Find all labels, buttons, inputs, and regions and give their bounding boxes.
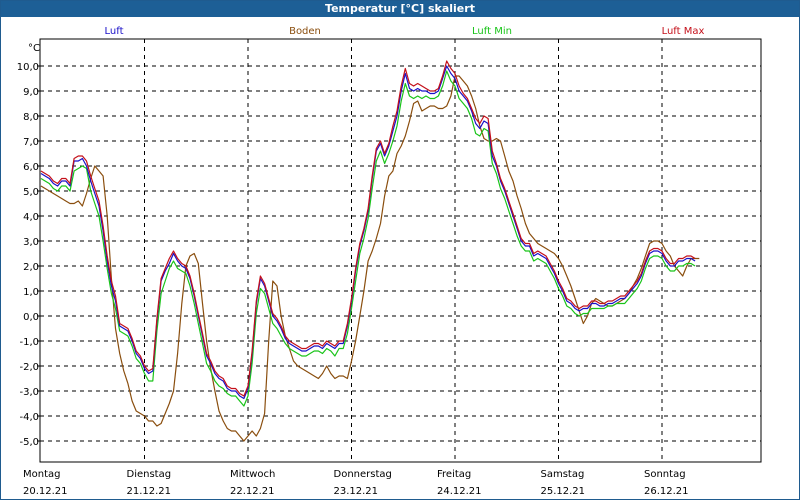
y-tick-label: -1,0 [19, 337, 39, 348]
x-tick-day: Mittwoch [230, 469, 275, 480]
x-tick-date: 22.12.21 [230, 486, 275, 497]
y-tick-label: 10,0 [17, 62, 39, 73]
y-tick-label: -4,0 [19, 412, 39, 423]
y-tick-label: 7,0 [23, 137, 39, 148]
series-line-luft-min [40, 70, 696, 407]
x-tick-date: 20.12.21 [23, 486, 68, 497]
axis-ticks: 10,0 9,0 8,0 7,0 6,0 5,0 4,0 3,0 2,0 1,0 0,0 -1,0 -2… [17, 62, 689, 497]
legend-entry: Boden [289, 26, 321, 37]
y-tick-label: -2,0 [19, 362, 39, 373]
y-axis-label: °C [28, 43, 40, 54]
series-line-luft-max [40, 60, 696, 397]
x-tick-date: 25.12.21 [541, 486, 586, 497]
x-tick-date: 26.12.21 [644, 486, 689, 497]
chart-title: Temperatur [°C] skaliert [1, 1, 799, 17]
x-tick-date: 21.12.21 [127, 486, 172, 497]
legend-entry: Luft Min [472, 26, 512, 37]
legend: Luft Boden Luft Min Luft Max [105, 26, 705, 37]
x-tick-day: Donnerstag [334, 469, 392, 480]
x-tick-date: 23.12.21 [334, 486, 379, 497]
y-tick-label: 5,0 [23, 187, 39, 198]
x-tick-day: Sonntag [644, 469, 686, 480]
y-tick-label: 6,0 [23, 162, 39, 173]
y-tick-label: 0,0 [23, 312, 39, 323]
y-tick-label: 9,0 [23, 87, 39, 98]
series-line-boden [40, 75, 700, 442]
legend-entry: Luft [105, 26, 124, 37]
y-tick-label: 3,0 [23, 237, 39, 248]
series-lines [40, 60, 700, 442]
grid-lines [40, 39, 761, 462]
y-tick-label: -5,0 [19, 437, 39, 448]
x-tick-day: Samstag [541, 469, 585, 480]
y-tick-label: -3,0 [19, 387, 39, 398]
y-tick-label: 2,0 [23, 262, 39, 273]
y-tick-label: 1,0 [23, 287, 39, 298]
x-tick-day: Freitag [437, 469, 471, 480]
legend-entry: Luft Max [662, 26, 705, 37]
x-tick-day: Dienstag [127, 469, 172, 480]
x-tick-date: 24.12.21 [437, 486, 482, 497]
x-tick-day: Montag [23, 469, 60, 480]
y-tick-label: 4,0 [23, 212, 39, 223]
y-tick-label: 8,0 [23, 112, 39, 123]
